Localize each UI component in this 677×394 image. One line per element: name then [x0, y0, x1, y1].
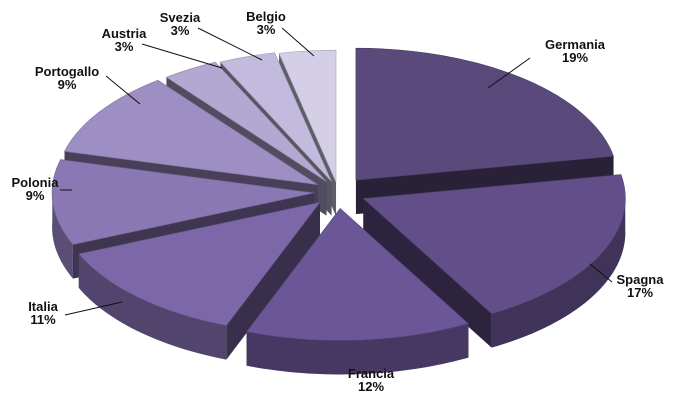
leader-line-spagna	[589, 263, 613, 283]
slice-wall	[363, 198, 492, 348]
slice-edge	[78, 253, 227, 360]
leader-line-belgio	[281, 27, 315, 57]
slice-edge	[246, 323, 469, 375]
slice-label-spagna: Spagna	[617, 272, 665, 287]
slice-label-polonia: Polonia	[12, 175, 60, 190]
slice-top	[51, 159, 315, 245]
leader-line-germania	[487, 57, 531, 89]
slice-value-svezia: 3%	[171, 23, 190, 38]
slice-wall	[226, 202, 320, 360]
slice-value-italia: 11%	[30, 312, 56, 327]
leader-line-portogallo	[105, 75, 141, 105]
leader-line-svezia	[197, 27, 263, 61]
leader-line-italia	[64, 301, 123, 316]
slice-label-portogallo: Portogallo	[35, 64, 99, 79]
pie-slice-francia	[246, 208, 470, 375]
slice-label-austria: Austria	[102, 26, 148, 41]
slice-top	[278, 49, 337, 183]
slice-label-belgio: Belgio	[246, 9, 286, 24]
slice-top	[165, 61, 327, 182]
slice-value-belgio: 3%	[257, 22, 276, 37]
slice-top	[355, 47, 614, 181]
pie-slices	[51, 47, 626, 375]
pie-slice-spagna	[362, 174, 626, 348]
slice-top	[246, 208, 470, 341]
slice-value-portogallo: 9%	[58, 77, 77, 92]
slice-label-svezia: Svezia	[160, 10, 201, 25]
leader-line-austria	[141, 43, 223, 69]
slice-value-austria: 3%	[115, 39, 134, 54]
slice-top	[362, 174, 626, 314]
slice-edge	[52, 187, 73, 279]
slice-edge	[491, 194, 626, 348]
slice-top	[78, 201, 321, 326]
slice-value-germania: 19%	[562, 50, 588, 65]
slice-value-polonia: 9%	[26, 188, 45, 203]
slice-top	[64, 79, 319, 186]
slice-top	[219, 52, 332, 182]
pie-slice-italia	[78, 201, 321, 360]
slice-label-italia: Italia	[28, 299, 58, 314]
slice-value-spagna: 17%	[627, 285, 653, 300]
slice-value-francia: 12%	[358, 379, 384, 394]
slice-label-francia: Francia	[348, 366, 395, 381]
slice-label-germania: Germania	[545, 37, 606, 52]
